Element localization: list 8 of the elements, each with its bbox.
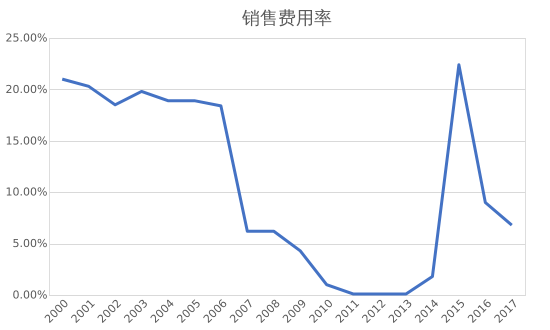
y-tick-label: 15.00% bbox=[6, 134, 48, 148]
y-tick-label: 0.00% bbox=[12, 288, 48, 302]
y-tick-label: 20.00% bbox=[6, 82, 48, 96]
y-tick-label: 5.00% bbox=[12, 237, 48, 250]
chart-title: 销售费用率 bbox=[241, 8, 332, 29]
y-tick-label: 10.00% bbox=[6, 186, 48, 199]
y-tick-label: 25.00% bbox=[6, 32, 48, 44]
line-series bbox=[60, 63, 514, 296]
